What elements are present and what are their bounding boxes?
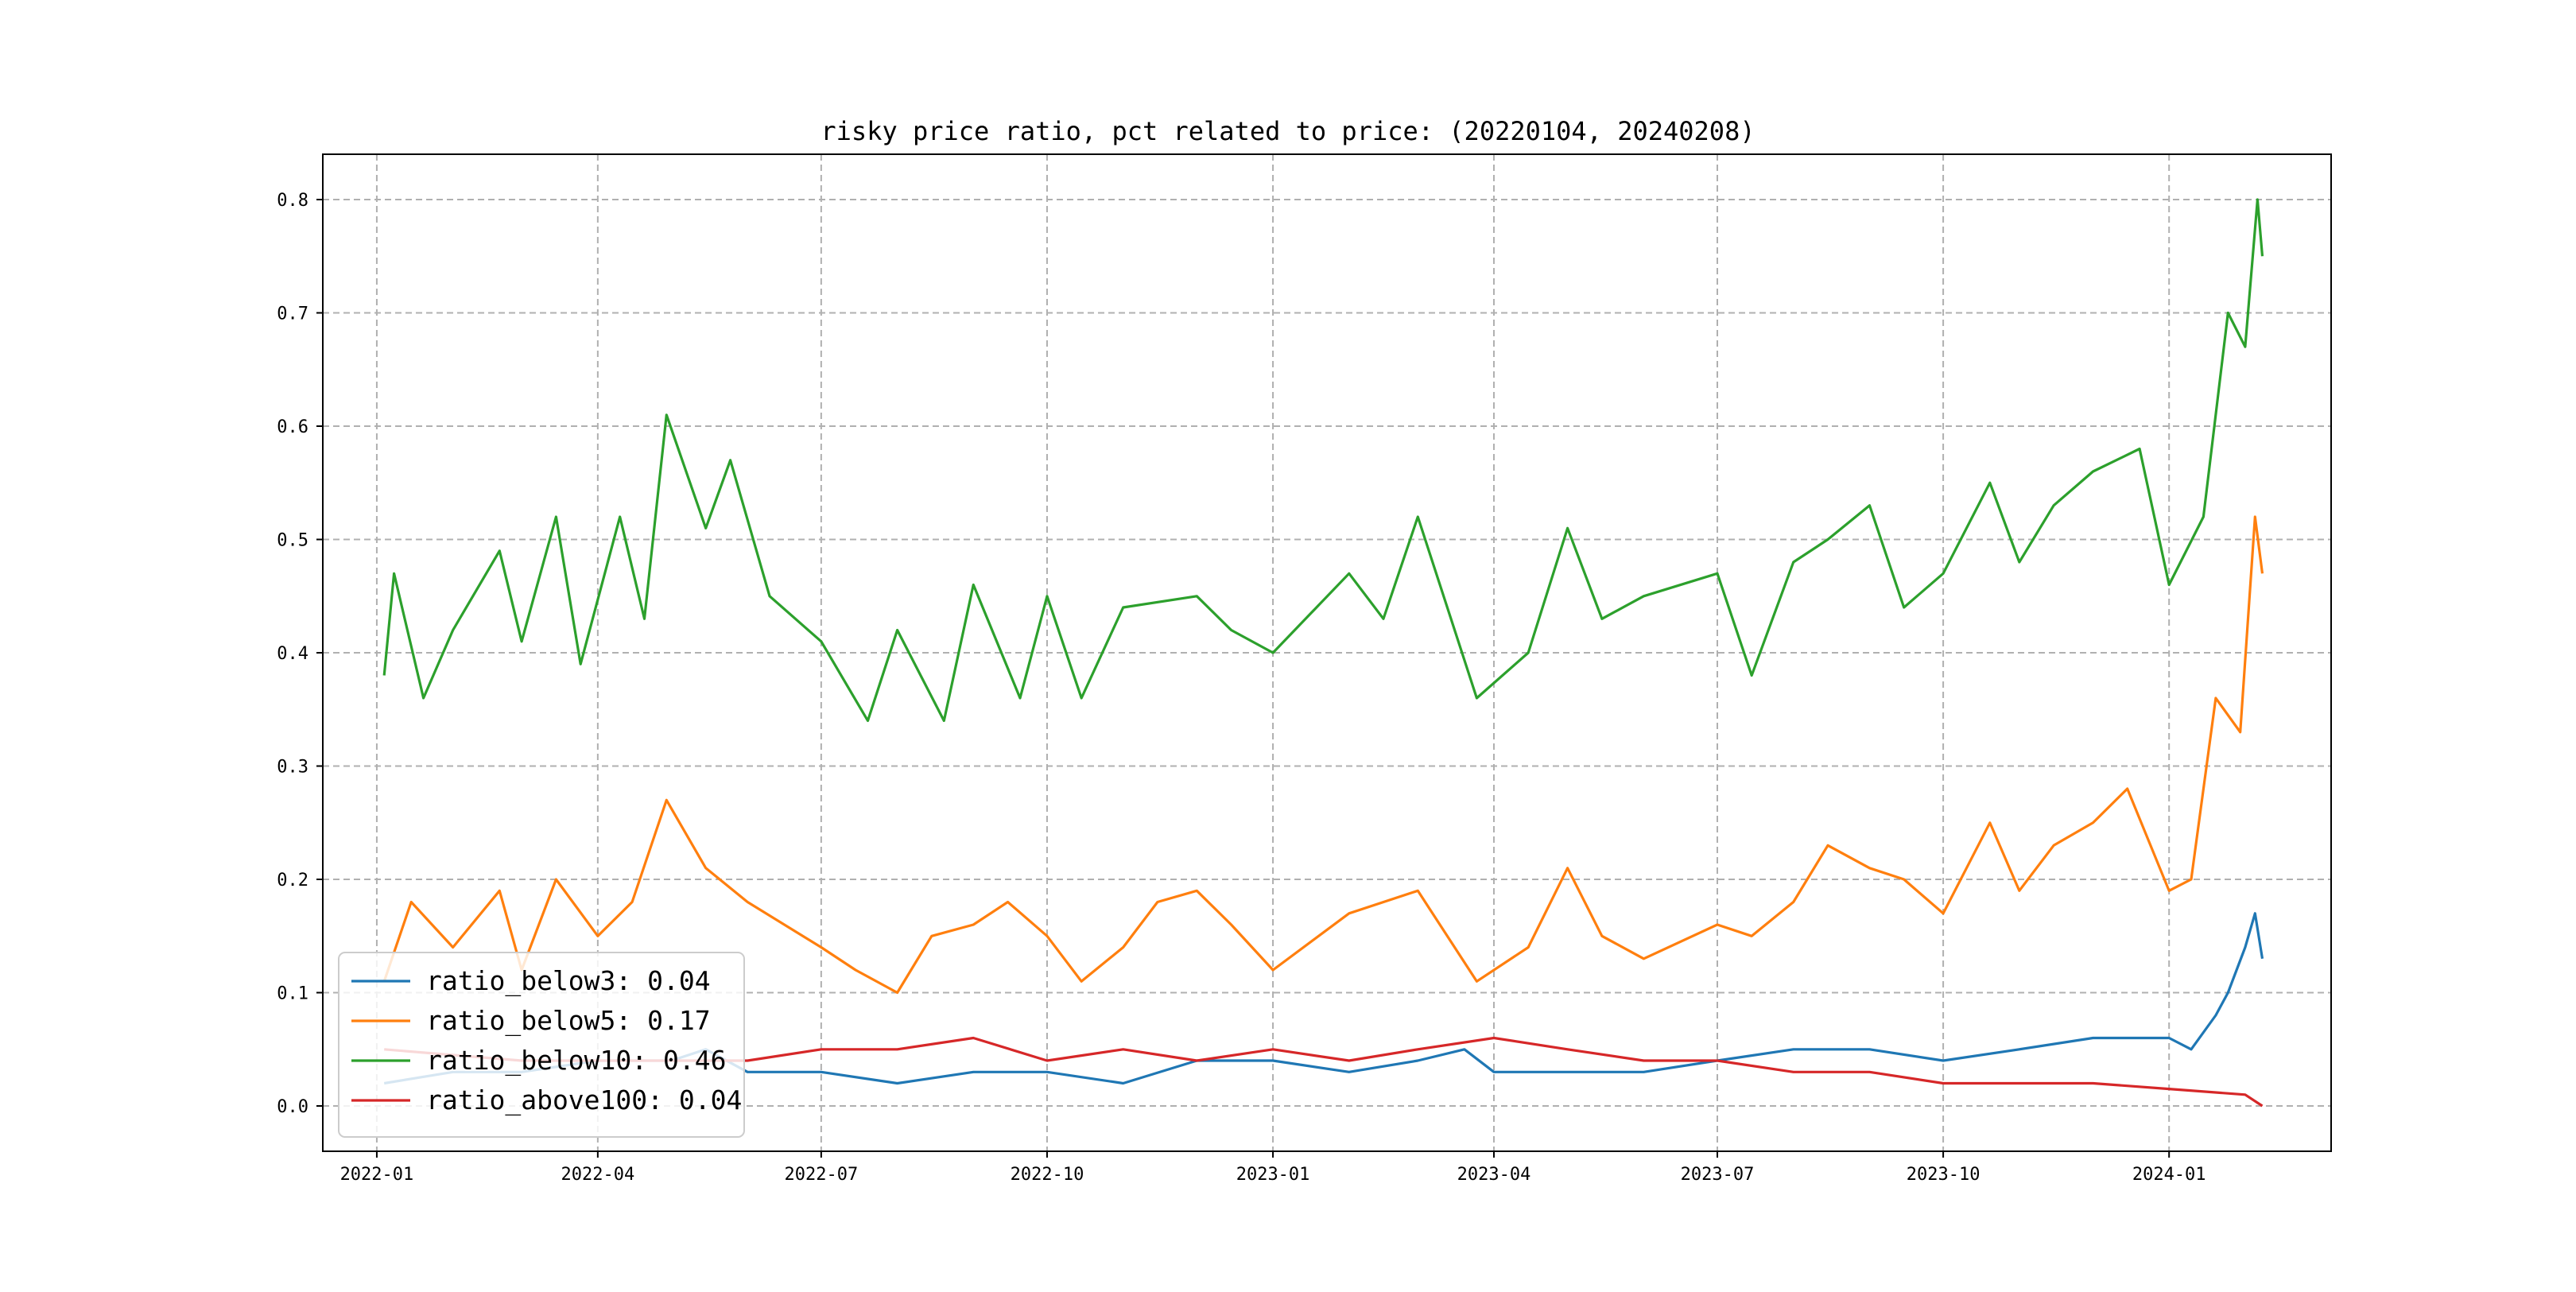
- x-tick-label: 2023-10: [1907, 1165, 1980, 1185]
- legend-label: ratio_below5: 0.17: [426, 1005, 711, 1037]
- legend-label: ratio_below10: 0.46: [426, 1045, 727, 1077]
- x-tick-label: 2023-04: [1457, 1165, 1531, 1185]
- y-tick-label: 0.6: [277, 417, 308, 437]
- plot-area-frame: [322, 153, 2332, 1152]
- x-tick-label: 2022-07: [785, 1165, 859, 1185]
- legend: ratio_below3: 0.04 ratio_below5: 0.17 rati…: [338, 952, 745, 1138]
- x-tick-label: 2023-07: [1681, 1165, 1755, 1185]
- x-tick-label: 2024-01: [2132, 1165, 2206, 1185]
- series-line-3: [382, 198, 2264, 723]
- x-tick-label: 2023-01: [1236, 1165, 1310, 1185]
- y-tick-label: 0.3: [277, 758, 308, 778]
- series-lines: [382, 198, 2264, 1108]
- legend-label: ratio_above100: 0.04: [426, 1084, 742, 1116]
- y-tick-label: 0.0: [277, 1097, 308, 1117]
- y-tick-label: 0.4: [277, 644, 308, 664]
- series-line-2: [382, 515, 2264, 995]
- chart-title: risky price ratio, pct related to price:…: [821, 116, 1755, 146]
- y-tick-label: 0.5: [277, 531, 308, 551]
- x-tick-label: 2022-10: [1011, 1165, 1084, 1185]
- y-tick-label: 0.1: [277, 984, 308, 1004]
- y-tick-label: 0.2: [277, 871, 308, 890]
- y-tick-label: 0.8: [277, 191, 308, 211]
- y-axis: 0.0 0.1 0.2 0.3 0.4 0.5 0.6 0.7 0.8: [277, 191, 323, 1117]
- series-line-4: [384, 1036, 2264, 1108]
- legend-box: [338, 952, 745, 1138]
- x-tick-label: 2022-04: [561, 1165, 634, 1185]
- x-tick-label: 2022-01: [340, 1165, 414, 1185]
- legend-label: ratio_below3: 0.04: [426, 965, 711, 997]
- x-axis: 2022-01 2022-04 2022-07 2022-10 2023-01 2023-…: [340, 1151, 2206, 1185]
- y-tick-label: 0.7: [277, 305, 308, 324]
